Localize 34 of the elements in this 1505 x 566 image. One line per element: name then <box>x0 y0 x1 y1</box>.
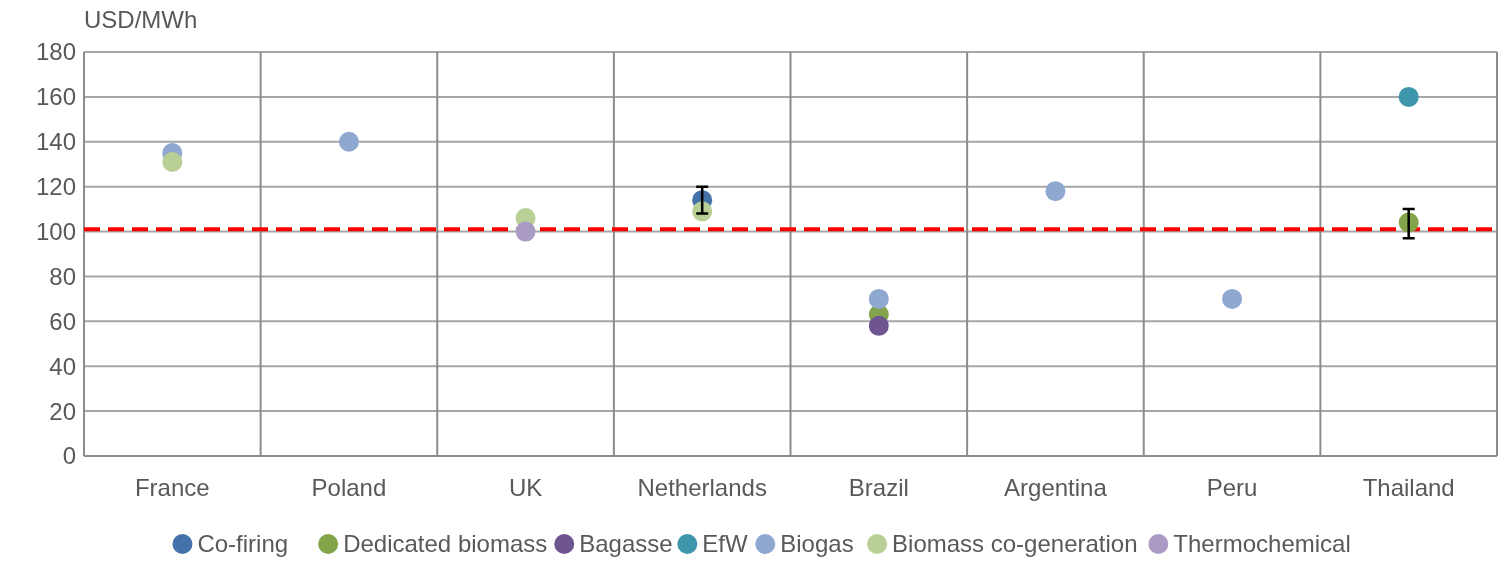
y-tick-label: 160 <box>35 83 76 111</box>
y-tick-label: 100 <box>35 217 76 245</box>
point <box>162 151 183 172</box>
point <box>1045 181 1066 202</box>
y-tick-label: 140 <box>35 128 76 156</box>
x-tick-label: Brazil <box>848 474 909 501</box>
x-tick-label: Thailand <box>1362 474 1455 501</box>
legend-label: EfW <box>702 530 749 557</box>
point <box>868 315 889 336</box>
x-tick-label: UK <box>508 474 543 501</box>
point <box>868 288 889 309</box>
point <box>338 131 359 152</box>
x-tick-label: France <box>134 474 210 501</box>
y-tick-label: 40 <box>49 352 76 380</box>
x-tick-label: Peru <box>1206 474 1258 501</box>
x-tick-label: Netherlands <box>637 474 767 501</box>
y-tick-label: 0 <box>62 442 76 470</box>
legend-label: Co-firing <box>197 530 289 557</box>
y-tick-label: 180 <box>35 38 76 66</box>
point <box>515 221 536 242</box>
y-tick-label: 120 <box>35 173 76 201</box>
x-tick-label: Argentina <box>1004 474 1108 501</box>
legend-label: Bagasse <box>579 530 673 557</box>
legend-label: Dedicated biomass <box>343 530 548 557</box>
y-tick-label: 60 <box>49 307 76 335</box>
point <box>1222 288 1243 309</box>
y-tick-label: 20 <box>49 397 76 425</box>
legend-label: Biogas <box>780 530 854 557</box>
point <box>1398 86 1419 107</box>
y-tick-label: 80 <box>49 262 76 290</box>
legend-label: Biomass co-generation <box>892 530 1138 557</box>
x-tick-label: Poland <box>311 474 387 501</box>
legend-label: Thermochemical <box>1173 530 1351 557</box>
y-axis-title: USD/MWh <box>84 6 198 33</box>
